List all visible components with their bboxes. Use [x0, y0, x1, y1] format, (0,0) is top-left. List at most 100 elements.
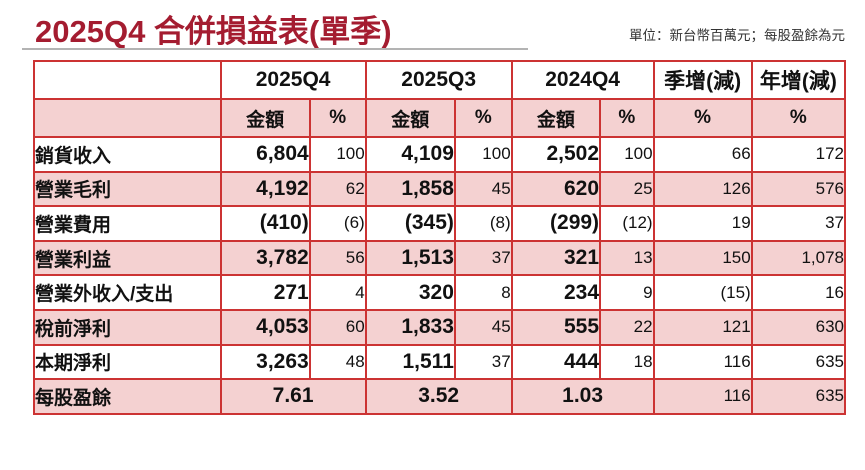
header-yoy-change: 年增(減) — [750, 60, 847, 100]
table-cell-change: 630 — [750, 308, 847, 346]
income-statement-table: 2025Q4 2025Q3 2024Q4 季增(減) 年增(減) 金額 % 金額… — [33, 60, 847, 415]
table-cell-change: 150 — [652, 239, 753, 277]
subheader-percent-2024q4: % — [599, 98, 655, 138]
table-cell-change: 635 — [750, 378, 847, 415]
table-row: 營業外收入/支出 271 4 320 8 234 9 (15) 16 — [33, 274, 847, 311]
row-label: 稅前淨利 — [33, 308, 222, 346]
header-2025q4: 2025Q4 — [219, 60, 367, 100]
table-cell-percent: 62 — [308, 170, 367, 208]
row-label: 營業毛利 — [33, 170, 222, 208]
table-cell-eps: 3.52 — [364, 378, 513, 415]
table-cell-percent: 45 — [453, 308, 513, 346]
table-row: 營業毛利 4,192 62 1,858 45 620 25 126 576 — [33, 170, 847, 208]
table-cell-amount: 4,192 — [219, 170, 311, 208]
table-cell-change: 116 — [652, 378, 753, 415]
table-cell-amount: 555 — [510, 308, 602, 346]
table-cell-amount: 3,782 — [219, 239, 311, 277]
corner-cell-sub — [33, 98, 222, 138]
table-cell-percent: 56 — [308, 239, 367, 277]
row-label: 營業利益 — [33, 239, 222, 277]
corner-cell-top — [33, 60, 222, 100]
table-cell-percent: 100 — [308, 136, 367, 173]
table-cell-percent: 45 — [453, 170, 513, 208]
table-cell-change: 116 — [652, 343, 753, 381]
row-label: 營業外收入/支出 — [33, 274, 222, 311]
table-cell-amount: 2,502 — [510, 136, 602, 173]
table-cell-percent: 9 — [599, 274, 655, 311]
header-2024q4: 2024Q4 — [510, 60, 655, 100]
table-cell-eps: 1.03 — [510, 378, 655, 415]
table-cell-change: 16 — [750, 274, 847, 311]
table-cell-percent: 8 — [453, 274, 513, 311]
table-cell-amount: 444 — [510, 343, 602, 381]
table-row: 每股盈餘 7.61 3.52 1.03 116 635 — [33, 378, 847, 415]
income-table-body: 銷貨收入 6,804 100 4,109 100 2,502 100 66 172 營業毛利 4,1… — [33, 136, 847, 415]
table-cell-amount: 321 — [510, 239, 602, 277]
table-cell-amount: 1,513 — [364, 239, 456, 277]
table-cell-amount: 3,263 — [219, 343, 311, 381]
header-qoq-change: 季增(減) — [652, 60, 753, 100]
table-cell-amount: 271 — [219, 274, 311, 311]
table-cell-percent: 25 — [599, 170, 655, 208]
table-cell-percent: 37 — [453, 343, 513, 381]
table-cell-amount: 234 — [510, 274, 602, 311]
table-cell-percent: 60 — [308, 308, 367, 346]
table-cell-change: (15) — [652, 274, 753, 311]
table-row: 本期淨利 3,263 48 1,511 37 444 18 116 635 — [33, 343, 847, 381]
table-cell-percent: (6) — [308, 205, 367, 242]
table-cell-percent: 18 — [599, 343, 655, 381]
sub-header-row: 金額 % 金額 % 金額 % % % — [33, 98, 847, 138]
header-2025q3: 2025Q3 — [364, 60, 513, 100]
table-cell-amount: 6,804 — [219, 136, 311, 173]
table-cell-amount: 620 — [510, 170, 602, 208]
table-cell-amount: 1,511 — [364, 343, 456, 381]
row-label: 營業費用 — [33, 205, 222, 242]
table-cell-change: 172 — [750, 136, 847, 173]
subheader-percent-yoy: % — [750, 98, 847, 138]
table-cell-percent: 100 — [453, 136, 513, 173]
table-cell-percent: 48 — [308, 343, 367, 381]
subheader-amount-2024q4: 金額 — [510, 98, 602, 138]
table-cell-change: 1,078 — [750, 239, 847, 277]
title-divider-line — [22, 48, 528, 50]
quarter-header-row: 2025Q4 2025Q3 2024Q4 季增(減) 年增(減) — [33, 60, 847, 100]
table-cell-percent: (12) — [599, 205, 655, 242]
table-cell-amount: 1,858 — [364, 170, 456, 208]
table-cell-change: 37 — [750, 205, 847, 242]
table-row: 營業費用 (410) (6) (345) (8) (299) (12) 19 37 — [33, 205, 847, 242]
table-cell-percent: 22 — [599, 308, 655, 346]
table-cell-percent: 13 — [599, 239, 655, 277]
table-cell-change: 19 — [652, 205, 753, 242]
table-cell-change: 576 — [750, 170, 847, 208]
table-cell-amount: (345) — [364, 205, 456, 242]
table-cell-percent: 4 — [308, 274, 367, 311]
table-cell-amount: 1,833 — [364, 308, 456, 346]
table-cell-change: 126 — [652, 170, 753, 208]
page-title: 2025Q4 合併損益表(單季) — [35, 14, 392, 49]
table-cell-percent: 100 — [599, 136, 655, 173]
table-cell-change: 635 — [750, 343, 847, 381]
row-label: 本期淨利 — [33, 343, 222, 381]
table-cell-amount: (410) — [219, 205, 311, 242]
table-row: 營業利益 3,782 56 1,513 37 321 13 150 1,078 — [33, 239, 847, 277]
table-cell-eps: 7.61 — [219, 378, 367, 415]
unit-note: 單位：新台幣百萬元；每股盈餘為元 — [629, 28, 845, 43]
subheader-amount-q3: 金額 — [364, 98, 456, 138]
subheader-percent-q3: % — [453, 98, 513, 138]
table-cell-percent: (8) — [453, 205, 513, 242]
table-cell-amount: 4,109 — [364, 136, 456, 173]
table-row: 稅前淨利 4,053 60 1,833 45 555 22 121 630 — [33, 308, 847, 346]
table-cell-amount: (299) — [510, 205, 602, 242]
subheader-percent-qoq: % — [652, 98, 753, 138]
table-cell-change: 66 — [652, 136, 753, 173]
row-label: 每股盈餘 — [33, 378, 222, 415]
table-row: 銷貨收入 6,804 100 4,109 100 2,502 100 66 172 — [33, 136, 847, 173]
row-label: 銷貨收入 — [33, 136, 222, 173]
subheader-percent-q4: % — [308, 98, 367, 138]
table-cell-percent: 37 — [453, 239, 513, 277]
table-cell-change: 121 — [652, 308, 753, 346]
table-cell-amount: 320 — [364, 274, 456, 311]
subheader-amount-q4: 金額 — [219, 98, 311, 138]
table-cell-amount: 4,053 — [219, 308, 311, 346]
